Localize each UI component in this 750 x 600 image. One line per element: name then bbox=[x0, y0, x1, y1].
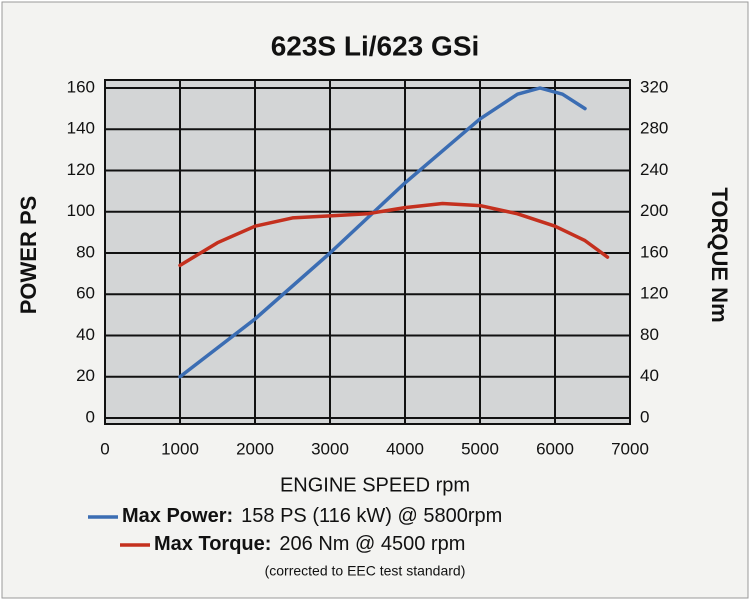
x-tick-label: 4000 bbox=[386, 439, 424, 458]
x-tick-label: 6000 bbox=[536, 439, 574, 458]
y-tick-label: 100 bbox=[67, 201, 95, 220]
y2-tick-label: 280 bbox=[640, 119, 668, 138]
y2-tick-label: 240 bbox=[640, 160, 668, 179]
y-tick-label: 80 bbox=[76, 242, 95, 261]
y-tick-label: 60 bbox=[76, 284, 95, 303]
y2-tick-label: 160 bbox=[640, 242, 668, 261]
legend-detail: 206 Nm @ 4500 rpm bbox=[279, 533, 465, 555]
x-axis-label: ENGINE SPEED rpm bbox=[280, 474, 470, 496]
legend-entry: Max Power: 158 PS (116 kW) @ 5800rpm bbox=[122, 505, 502, 527]
y-tick-label: 40 bbox=[76, 325, 95, 344]
y-axis-label: POWER PS bbox=[16, 196, 41, 315]
legend-detail: 158 PS (116 kW) @ 5800rpm bbox=[241, 505, 502, 527]
y-tick-label: 120 bbox=[67, 160, 95, 179]
series-line bbox=[178, 201, 610, 268]
chart-title: 623S Li/623 GSi bbox=[271, 30, 480, 61]
legend-name: Max Power: bbox=[122, 505, 233, 527]
y2-tick-label: 320 bbox=[640, 77, 668, 96]
y2-tick-label: 80 bbox=[640, 325, 659, 344]
y2-tick-label: 40 bbox=[640, 366, 659, 385]
y-tick-label: 140 bbox=[67, 119, 95, 138]
legend-name: Max Torque: bbox=[154, 533, 271, 555]
y2-tick-label: 0 bbox=[640, 407, 649, 426]
y-tick-label: 0 bbox=[86, 407, 95, 426]
x-tick-label: 3000 bbox=[311, 439, 349, 458]
series-line bbox=[178, 86, 587, 379]
y-tick-label: 20 bbox=[76, 366, 95, 385]
note: (corrected to EEC test standard) bbox=[265, 563, 466, 579]
legend-entry: Max Torque: 206 Nm @ 4500 rpm bbox=[154, 533, 465, 555]
y2-axis-label: TORQUE Nm bbox=[707, 187, 732, 322]
x-tick-label: 5000 bbox=[461, 439, 499, 458]
y2-tick-label: 120 bbox=[640, 284, 668, 303]
y2-tick-label: 200 bbox=[640, 201, 668, 220]
x-tick-label: 7000 bbox=[611, 439, 649, 458]
x-tick-label: 2000 bbox=[236, 439, 274, 458]
x-tick-label: 0 bbox=[100, 439, 109, 458]
y-tick-label: 160 bbox=[67, 77, 95, 96]
x-tick-label: 1000 bbox=[161, 439, 199, 458]
